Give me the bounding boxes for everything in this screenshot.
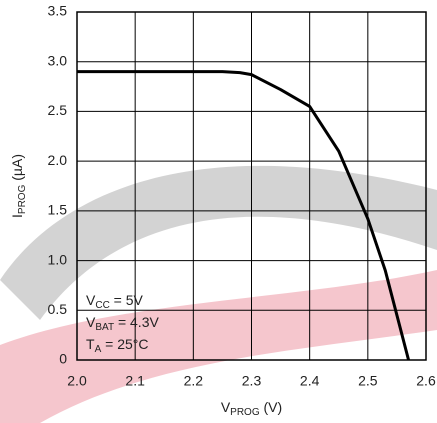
x-tick-label: 2.5 [358,373,378,389]
annotation-sub: A [95,344,102,355]
x-tick-label: 2.3 [242,373,262,389]
x-tick-label: 2.0 [67,373,87,389]
y-axis-title-sub: PROG [17,184,28,214]
x-tick-label: 2.6 [416,373,436,389]
annotation-rest: = 5V [110,292,144,308]
y-tick-label: 3.5 [48,3,68,19]
y-axis-title: IPROG (µA) [9,154,28,218]
x-axis-title: VPROG (V) [221,399,282,418]
data-line [77,70,411,361]
plot-frame [76,11,427,361]
x-tick-label: 2.1 [125,373,145,389]
y-axis-title-rest: (µA) [9,154,25,185]
annotation: VCC = 5V [86,292,144,311]
annotation-main: V [86,292,96,308]
annotation: TA = 25°C [86,336,148,355]
watermark-grey [0,165,437,320]
y-tick-label: 0 [59,351,67,367]
x-tick-label: 2.2 [184,373,204,389]
x-axis-title-sub: PROG [230,407,260,418]
y-tick-label: 3.0 [48,52,68,68]
watermark-pink [0,270,437,423]
annotation-main: V [86,314,96,330]
y-tick-label: 1.5 [48,202,68,218]
x-axis-title-rest: (V) [260,399,283,415]
y-tick-label: 2.0 [48,152,68,168]
annotation-sub: CC [95,300,109,311]
y-tick-label: 1.0 [48,251,68,267]
annotation-sub: BAT [95,322,114,333]
annotation: VBAT = 4.3V [86,314,159,333]
y-tick-label: 0.5 [48,301,68,317]
y-tick-label: 2.5 [48,102,68,118]
annotation-main: T [86,336,95,352]
x-tick-label: 2.4 [300,373,320,389]
x-axis-title-main: V [221,399,231,415]
y-axis-title-main: I [9,214,25,218]
annotation-rest: = 25°C [101,336,148,352]
annotation-rest: = 4.3V [114,314,159,330]
